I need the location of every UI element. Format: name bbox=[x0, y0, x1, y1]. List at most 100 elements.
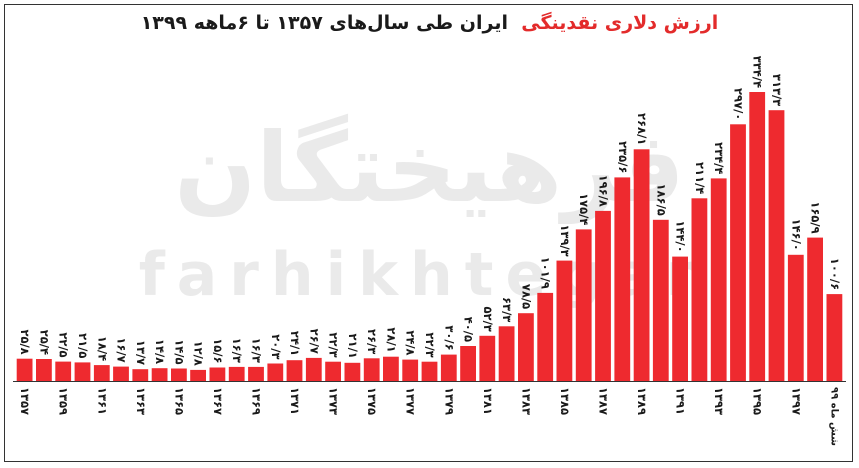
bar bbox=[209, 367, 226, 381]
x-tick-label: ۱۳۵۷ bbox=[18, 387, 32, 415]
x-tick-label: ۱۳۶۳ bbox=[134, 387, 148, 415]
bar-value-label: ۳۰/۶ bbox=[442, 325, 456, 350]
bar-value-label: ۲۶/۳ bbox=[365, 329, 379, 354]
bar-value-label: ۲۱۱/۴ bbox=[693, 162, 707, 194]
bar-value-label: ۶۳/۳ bbox=[500, 297, 514, 322]
bar bbox=[74, 362, 91, 381]
bar-value-label: ۳۱۳/۳ bbox=[770, 74, 784, 106]
bar bbox=[383, 356, 399, 381]
bar bbox=[787, 254, 804, 381]
bar bbox=[363, 358, 380, 381]
bar-value-label: ۲۲/۳ bbox=[327, 332, 341, 357]
bar bbox=[614, 177, 631, 381]
chart-title: ارزش دلاری نقدینگی ایران طی سال‌های ۱۳۵۷… bbox=[0, 12, 859, 34]
bar bbox=[151, 368, 168, 381]
bar-value-label: ۲۰/۳ bbox=[269, 334, 283, 359]
bar-value-label: ۲۳۵/۶ bbox=[616, 141, 630, 173]
bar bbox=[518, 313, 534, 381]
bar-value-label: ۱۶/۳ bbox=[230, 338, 244, 363]
bar bbox=[113, 366, 129, 381]
bar-value-label: ۱۸۶/۵ bbox=[654, 184, 668, 216]
bar-value-label: ۱۶۵/۹ bbox=[809, 201, 823, 233]
bar-value-label: ۱۴/۵ bbox=[172, 339, 186, 364]
bar-value-label: ۱۴/۸ bbox=[153, 339, 167, 364]
x-tick-label: ۱۳۹۳ bbox=[712, 387, 726, 415]
bar bbox=[826, 294, 843, 381]
chart-frame bbox=[4, 4, 853, 462]
bar-value-label: ۵۲/۳ bbox=[481, 307, 495, 332]
bar-value-label: ۱۲/۸ bbox=[192, 341, 206, 366]
bar bbox=[16, 358, 33, 381]
x-tick-label: ۱۳۸۳ bbox=[519, 387, 533, 415]
x-tick-label: ۱۳۷۵ bbox=[365, 387, 379, 415]
x-tick-label: ۱۳۷۳ bbox=[327, 387, 341, 415]
x-tick-label: ۱۳۷۷ bbox=[404, 387, 418, 415]
bar bbox=[710, 178, 727, 381]
x-tick-label: ۱۳۹۱ bbox=[674, 387, 688, 415]
bar bbox=[768, 110, 785, 381]
bar-value-label: ۲۱/۵ bbox=[76, 333, 90, 358]
value-labels-group: ۲۵/۸ ۲۵/۴ ۲۲/۵ ۲۱/۵ ۱۸/۴ ۱۶/۷ ۱۳/۷ ۱۴/۸ ۱۴/۵ ۱۲/۸… bbox=[18, 56, 842, 366]
bar bbox=[248, 366, 264, 381]
bar-value-label: ۲۸/۱ bbox=[384, 327, 398, 352]
bar bbox=[595, 210, 611, 381]
bar bbox=[171, 368, 187, 381]
bar bbox=[305, 357, 322, 381]
x-tick-label: ۱۳۶۵ bbox=[172, 387, 186, 415]
bar-value-label: ۲۱/۱ bbox=[346, 334, 360, 359]
bar-value-label: ۴۰/۵ bbox=[462, 317, 476, 342]
chart-title-rest: ایران طی سال‌های ۱۳۵۷ تا ۶ماهه ۱۳۹۹ bbox=[140, 12, 508, 34]
bar-value-label: ۱۶/۳ bbox=[250, 338, 264, 363]
x-tick-label: ۱۳۷۹ bbox=[442, 387, 456, 415]
bars-group bbox=[16, 92, 843, 382]
x-tick-label: ۱۳۸۹ bbox=[635, 387, 649, 415]
x-tick-label: ۱۳۶۹ bbox=[250, 387, 264, 415]
x-tick-label: ۱۳۹۵ bbox=[751, 387, 765, 415]
x-tick-label: ۱۳۸۱ bbox=[481, 387, 495, 415]
bar bbox=[132, 369, 149, 381]
bar bbox=[325, 361, 341, 381]
bar bbox=[537, 292, 554, 381]
bar-value-label: ۷۸/۵ bbox=[519, 284, 533, 309]
bar bbox=[749, 92, 766, 381]
bar bbox=[55, 361, 72, 381]
bar bbox=[807, 237, 823, 381]
bar bbox=[479, 335, 496, 381]
bar-value-label: ۱۳۹/۳ bbox=[558, 224, 572, 256]
bar-value-label: ۲۶۸/۱ bbox=[635, 113, 649, 145]
x-tick-label: شش ماه ۹۹ bbox=[828, 387, 839, 446]
bar-value-label: ۱۸/۴ bbox=[95, 336, 109, 361]
x-tick-labels-group: ۱۳۵۷ ۱۳۵۹ ۱۳۶۱ ۱۳۶۳ ۱۳۶۵ ۱۳۶۷ ۱۳۶۹ ۱۳۷۱ ۱۳۷۳ ۱۳۷۵… bbox=[18, 387, 839, 446]
x-tick-label: ۱۳۸۷ bbox=[597, 387, 611, 415]
x-tick-label: ۱۳۶۱ bbox=[95, 387, 109, 415]
x-tick-label: ۱۳۵۹ bbox=[57, 387, 71, 415]
bar-value-label: ۲۴/۸ bbox=[404, 330, 418, 355]
x-tick-label: ۱۳۶۷ bbox=[211, 387, 225, 415]
bar-value-label: ۲۵/۴ bbox=[37, 330, 51, 355]
bar-value-label: ۲۳۴/۴ bbox=[712, 142, 726, 174]
chart-title-highlight: ارزش دلاری نقدینگی bbox=[521, 12, 719, 34]
bar-value-label: ۱۴۴/۰ bbox=[674, 220, 688, 252]
bar bbox=[402, 359, 419, 381]
bar bbox=[575, 229, 592, 381]
bar-value-label: ۱۰۱/۹ bbox=[539, 257, 553, 289]
bar-value-label: ۳۳۴/۴ bbox=[751, 56, 765, 88]
bar bbox=[730, 124, 746, 382]
bar bbox=[498, 326, 515, 381]
bar-value-label: ۱۹۶/۸ bbox=[597, 175, 611, 207]
bar-value-label: ۲۲/۵ bbox=[57, 332, 71, 357]
bar bbox=[344, 362, 361, 381]
x-tick-label: ۱۳۹۷ bbox=[789, 387, 803, 415]
bar-value-label: ۲۴/۱ bbox=[288, 331, 302, 356]
bar bbox=[652, 219, 669, 381]
bar bbox=[633, 149, 650, 381]
bar bbox=[672, 256, 688, 381]
bar-value-label: ۲۵/۸ bbox=[18, 329, 32, 354]
bar bbox=[267, 363, 284, 381]
bar-value-label: ۱۴۶/۰ bbox=[789, 219, 803, 251]
bar bbox=[190, 369, 206, 381]
bar-value-label: ۱۷۵/۴ bbox=[577, 193, 591, 225]
bar-value-label: ۲۲/۳ bbox=[423, 332, 437, 357]
bar-value-label: ۱۳/۷ bbox=[134, 340, 148, 365]
